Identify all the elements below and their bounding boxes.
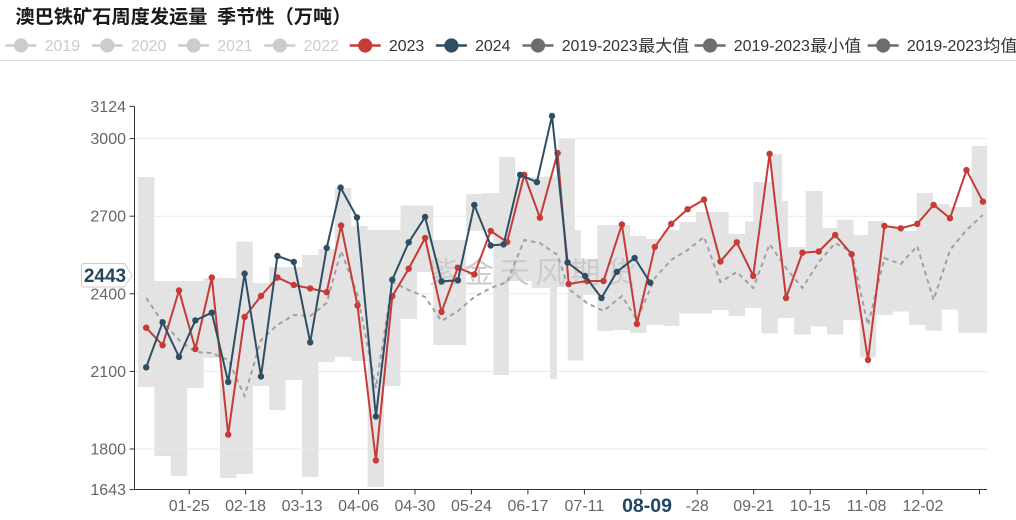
svg-text:08-09: 08-09 (622, 495, 672, 517)
svg-text:01-25: 01-25 (169, 498, 210, 515)
svg-text:2019: 2019 (45, 38, 81, 55)
svg-text:2100: 2100 (90, 364, 126, 381)
svg-text:2400: 2400 (90, 286, 126, 303)
svg-text:2019-2023: 2019-2023 (907, 38, 983, 55)
svg-text:06-17: 06-17 (507, 498, 548, 515)
svg-text:05-24: 05-24 (451, 498, 492, 515)
svg-text:-28: -28 (686, 498, 709, 515)
svg-text:2019-2023: 2019-2023 (734, 38, 810, 55)
svg-text:3000: 3000 (90, 131, 126, 148)
svg-text:04-06: 04-06 (338, 498, 379, 515)
svg-text:2021: 2021 (217, 38, 253, 55)
svg-text:07-11: 07-11 (565, 498, 605, 515)
svg-text:2700: 2700 (90, 209, 126, 226)
svg-text:12-02: 12-02 (903, 498, 944, 515)
svg-text:10-15: 10-15 (790, 498, 831, 515)
svg-text:11-08: 11-08 (847, 498, 887, 515)
svg-text:02-18: 02-18 (225, 498, 266, 515)
svg-text:3124: 3124 (90, 99, 126, 116)
svg-text:2019-2023: 2019-2023 (562, 38, 638, 55)
svg-text:04-30: 04-30 (395, 498, 436, 515)
svg-text:2443: 2443 (84, 266, 126, 287)
svg-text:03-13: 03-13 (282, 498, 323, 515)
svg-text:1800: 1800 (90, 442, 126, 459)
svg-text:2020: 2020 (131, 38, 167, 55)
svg-text:09-21: 09-21 (733, 498, 774, 515)
svg-text:2022: 2022 (304, 38, 340, 55)
svg-text:2024: 2024 (475, 38, 511, 55)
svg-text:2023: 2023 (389, 38, 425, 55)
svg-text:1643: 1643 (90, 482, 126, 499)
